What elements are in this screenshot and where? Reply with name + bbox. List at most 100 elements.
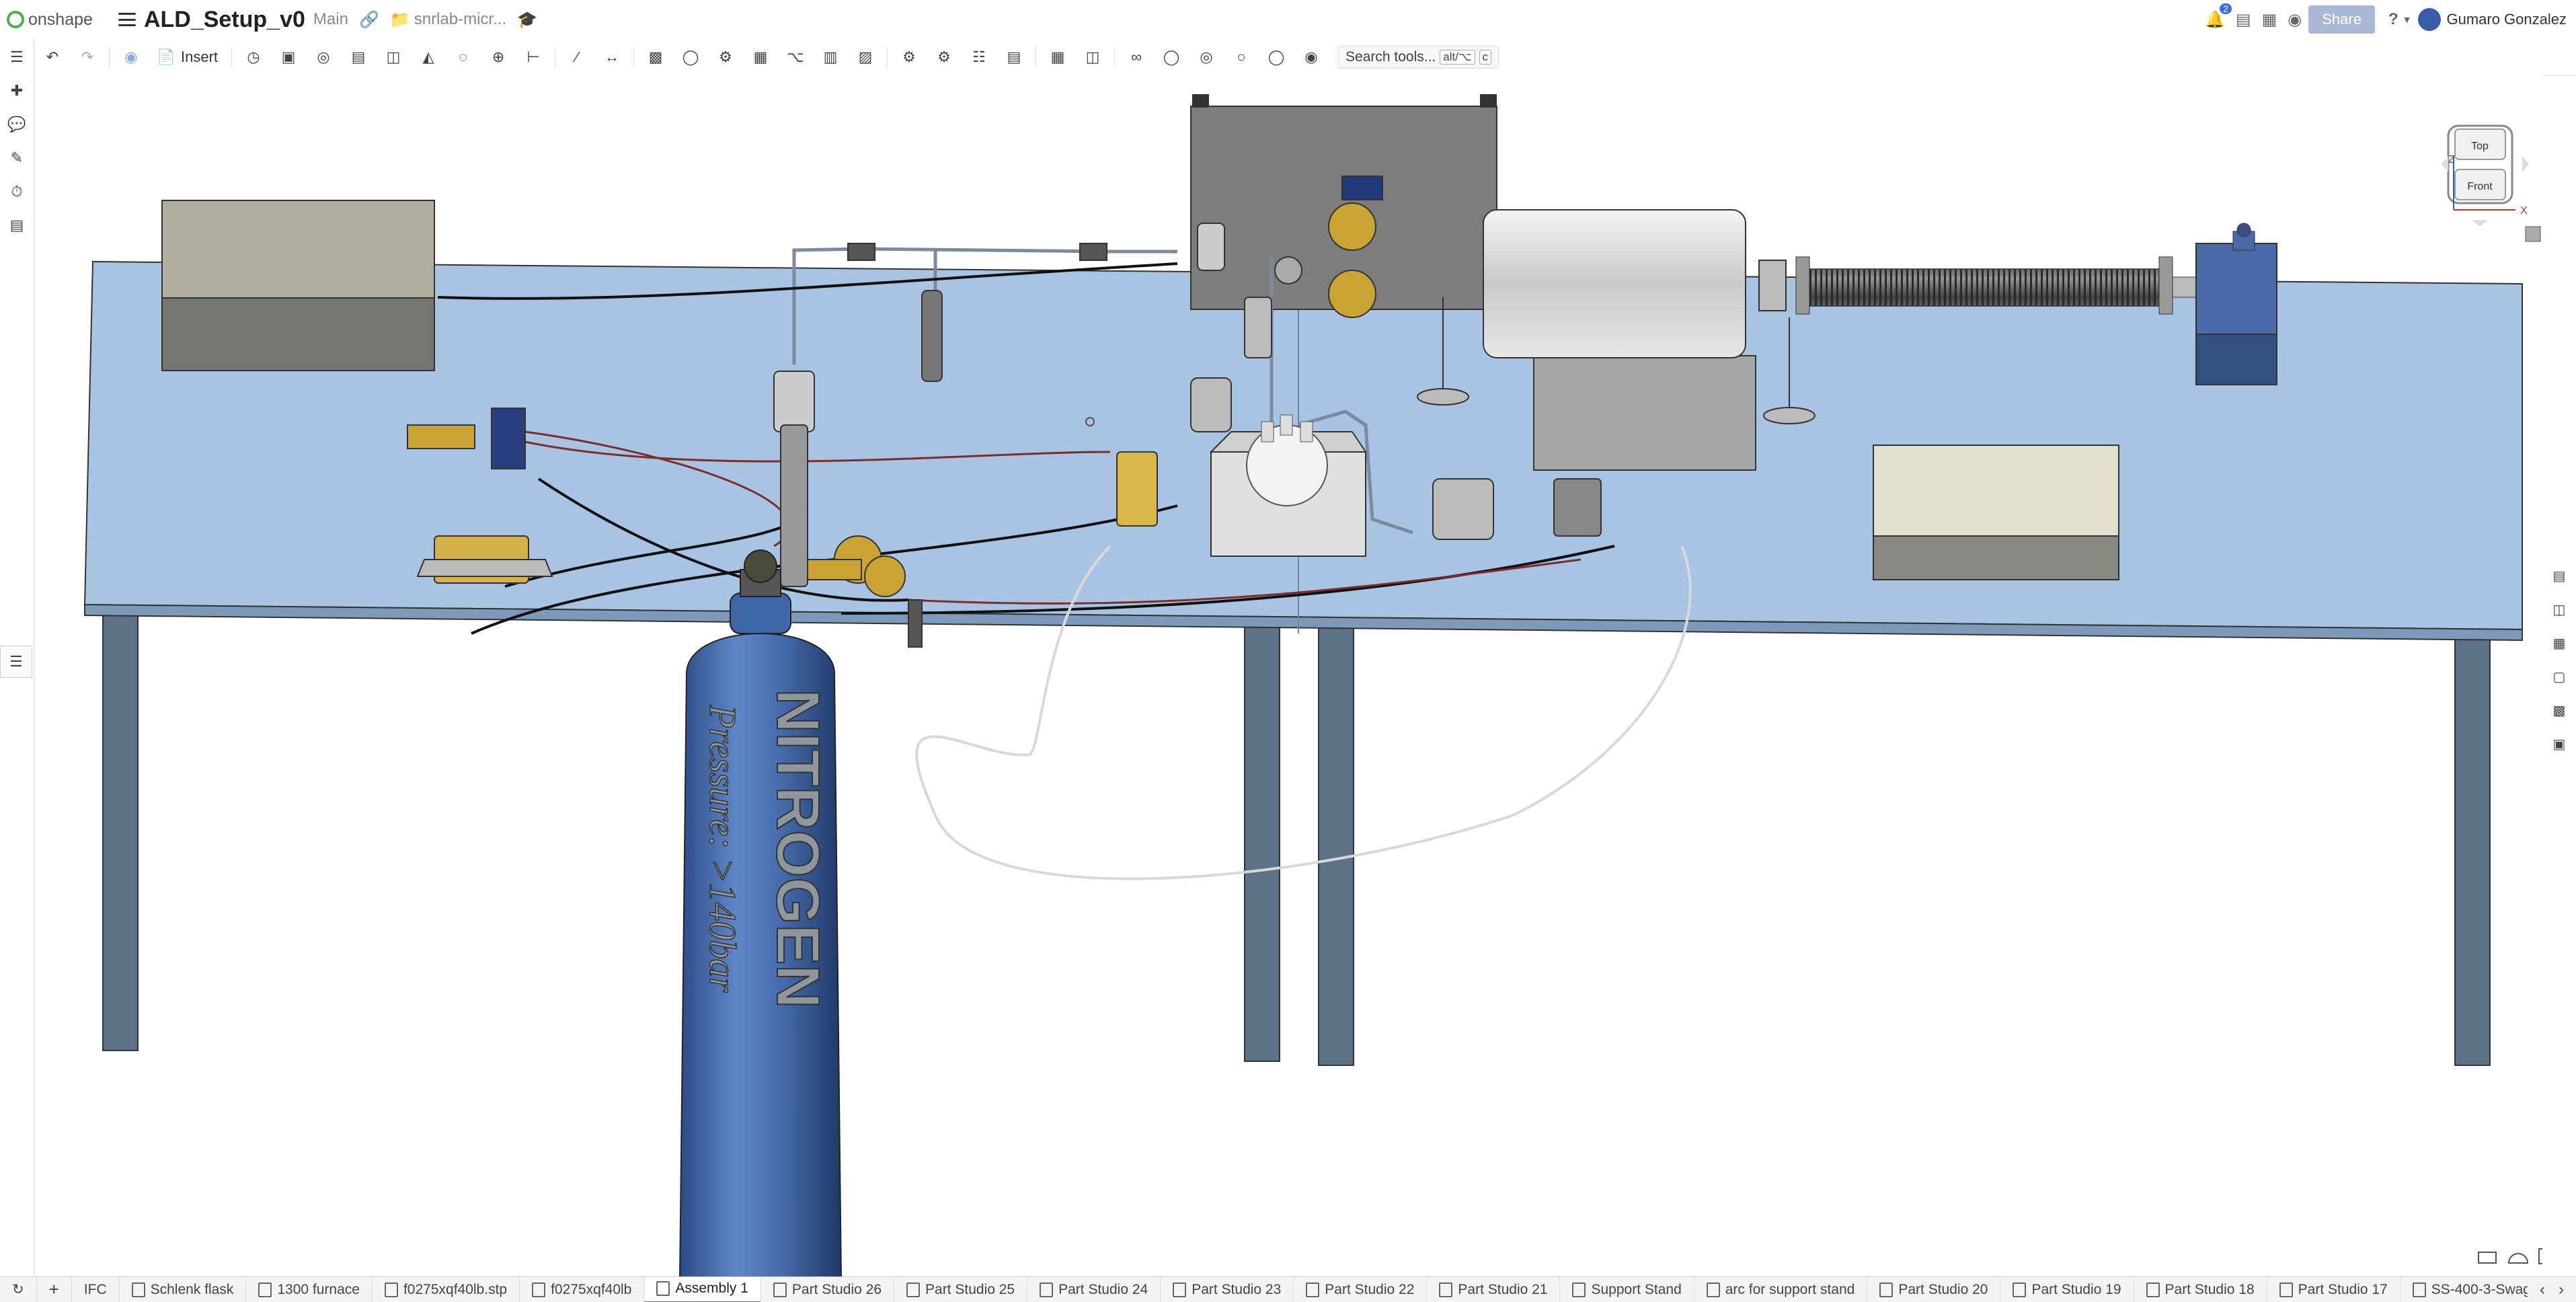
tab-f0275xqf40lb[interactable]: f0275xqf40lb bbox=[520, 1277, 645, 1302]
mass-properties-icon[interactable]: ◫ bbox=[1085, 48, 1100, 65]
relation-icon[interactable]: ◯ bbox=[682, 48, 699, 65]
rotate-down-icon[interactable] bbox=[2472, 220, 2488, 227]
mate-connector-icon[interactable]: ◷ bbox=[247, 48, 260, 65]
graphics-viewport[interactable]: NITROGEN Pressure: >140bar Top Front Z X bbox=[34, 75, 2553, 1280]
expand-panel-icon[interactable]: ☰ bbox=[0, 646, 32, 678]
fillet-icon[interactable]: ◯ bbox=[1163, 48, 1180, 65]
tab-part-studio-24[interactable]: Part Studio 24 bbox=[1027, 1277, 1161, 1302]
avatar[interactable] bbox=[2418, 8, 2442, 31]
feature-list-icon[interactable]: ☰ bbox=[10, 48, 24, 65]
history-icon[interactable]: ⏱ bbox=[11, 183, 23, 200]
branch-label[interactable]: Main bbox=[313, 10, 348, 28]
render-icon[interactable]: ◉ bbox=[124, 48, 138, 65]
view-cube[interactable]: Top Front Z X bbox=[2442, 124, 2541, 242]
pressure-regulator[interactable] bbox=[807, 535, 923, 648]
tab-ifc[interactable]: IFC bbox=[72, 1277, 120, 1302]
tab-part-studio-19[interactable]: Part Studio 19 bbox=[2000, 1277, 2134, 1302]
routing-icon[interactable]: ∞ bbox=[1131, 48, 1142, 65]
wrap-icon[interactable]: ◎ bbox=[1200, 48, 1213, 65]
search-tools-input[interactable]: Search tools... alt/⌥ c bbox=[1338, 46, 1499, 69]
tab-assembly-1[interactable]: Assembly 1 bbox=[644, 1277, 761, 1302]
redo-icon[interactable]: ↷ bbox=[81, 48, 94, 65]
linear-relation-icon[interactable]: ▥ bbox=[823, 48, 838, 65]
gear-relation-icon[interactable]: ⚙ bbox=[719, 48, 732, 65]
document-title[interactable]: ALD_Setup_v0 bbox=[143, 6, 305, 32]
bellows-tube[interactable] bbox=[1758, 256, 2207, 315]
explode-icon[interactable]: ☷ bbox=[972, 48, 986, 65]
power-supply-box[interactable] bbox=[1873, 445, 2119, 580]
version-icon[interactable]: ↻ bbox=[0, 1277, 37, 1302]
electronics[interactable] bbox=[407, 408, 553, 584]
edit-icon[interactable]: ✎ bbox=[10, 149, 24, 166]
cylindrical-mate-icon[interactable]: ◭ bbox=[422, 48, 434, 65]
folder-label[interactable]: snrlab-micr... bbox=[414, 10, 507, 28]
tab-support-stand[interactable]: Support Stand bbox=[1560, 1277, 1694, 1302]
tab-arc-for-support-stand[interactable]: arc for support stand bbox=[1694, 1277, 1868, 1302]
nitrogen-cylinder[interactable]: NITROGEN Pressure: >140bar bbox=[678, 549, 843, 1280]
chevron-right-icon[interactable]: › bbox=[2559, 1280, 2564, 1299]
width-mate-icon[interactable]: ↔ bbox=[604, 48, 620, 65]
tab-part-studio-21[interactable]: Part Studio 21 bbox=[1427, 1277, 1561, 1302]
parallel-mate-icon[interactable]: ⊢ bbox=[526, 48, 540, 65]
screw-relation-icon[interactable]: ⌥ bbox=[787, 48, 804, 65]
assembly-scene[interactable]: NITROGEN Pressure: >140bar Top Front Z X bbox=[34, 75, 2553, 1280]
bom-icon[interactable]: ▤ bbox=[9, 217, 24, 233]
tab-schlenk-flask[interactable]: Schlenk flask bbox=[120, 1277, 247, 1302]
tab-f0275xqf40lb-stp[interactable]: f0275xqf40lb.stp bbox=[373, 1277, 520, 1302]
appearance-icon[interactable]: ◫ bbox=[2552, 603, 2566, 617]
rotate-left-icon[interactable] bbox=[2442, 156, 2448, 172]
viewport-bottom-icons[interactable] bbox=[2478, 1248, 2553, 1264]
tab-part-studio-25[interactable]: Part Studio 25 bbox=[894, 1277, 1028, 1302]
app-store-icon[interactable]: ▦ bbox=[2261, 10, 2277, 29]
variables-icon[interactable]: ▣ bbox=[2552, 737, 2566, 752]
stress-icon[interactable]: ◯ bbox=[1267, 48, 1285, 65]
schlenk-flask-holder[interactable] bbox=[1209, 414, 1367, 557]
tab-1300-furnace[interactable]: 1300 furnace bbox=[246, 1277, 373, 1302]
add-tab-button[interactable]: + bbox=[37, 1277, 72, 1302]
learning-icon[interactable]: ◉ bbox=[2288, 10, 2302, 29]
parts-icon[interactable]: ▢ bbox=[2552, 670, 2566, 685]
insert-icon[interactable]: 📄 bbox=[157, 48, 175, 65]
measure-icon[interactable]: ▦ bbox=[1050, 48, 1065, 65]
undo-icon[interactable]: ↶ bbox=[46, 48, 59, 65]
menu-icon[interactable] bbox=[118, 13, 136, 26]
comments-icon[interactable]: 💬 bbox=[7, 116, 26, 132]
tab-ss-400-3-swag[interactable]: SS-400-3-Swag bbox=[2401, 1277, 2544, 1302]
rack-pinion-icon[interactable]: ▦ bbox=[753, 48, 768, 65]
properties-icon[interactable]: ▤ bbox=[2552, 569, 2566, 584]
probe-icon[interactable]: ◉ bbox=[1304, 48, 1318, 65]
add-mate-icon[interactable]: ✚ bbox=[10, 82, 24, 99]
slider-mate-icon[interactable]: ▤ bbox=[351, 48, 366, 65]
insert-button[interactable]: Insert bbox=[181, 48, 219, 65]
tab-part-studio-20[interactable]: Part Studio 20 bbox=[1867, 1277, 2001, 1302]
vacuum-pump[interactable] bbox=[2195, 223, 2277, 385]
group-icon[interactable]: ▩ bbox=[648, 48, 663, 65]
tab-part-studio-17[interactable]: Part Studio 17 bbox=[2267, 1277, 2401, 1302]
section-view-icon[interactable]: ▤ bbox=[1007, 48, 1021, 65]
tangent-mate-icon[interactable]: ∕ bbox=[576, 48, 578, 65]
planar-mate-icon[interactable]: ◫ bbox=[386, 48, 401, 65]
tab-part-studio-23[interactable]: Part Studio 23 bbox=[1161, 1277, 1294, 1302]
user-name[interactable]: Gumaro Gonzalez bbox=[2446, 11, 2567, 28]
valves-and-fittings[interactable] bbox=[773, 176, 1602, 587]
view-cube-top[interactable]: Top bbox=[2471, 141, 2489, 152]
tab-part-studio-18[interactable]: Part Studio 18 bbox=[2134, 1277, 2267, 1302]
replicate-icon[interactable]: ▨ bbox=[858, 48, 873, 65]
rotate-right-icon[interactable] bbox=[2522, 156, 2529, 172]
fastened-mate-icon[interactable]: ▣ bbox=[281, 48, 296, 65]
curve-icon[interactable]: ○ bbox=[1237, 48, 1246, 65]
view-cube-front[interactable]: Front bbox=[2467, 181, 2493, 192]
ball-mate-icon[interactable]: ⊕ bbox=[492, 48, 505, 65]
configurations-icon[interactable]: ▦ bbox=[2552, 636, 2566, 651]
controller-box[interactable] bbox=[161, 200, 435, 371]
folder-icon[interactable]: 📁 bbox=[389, 10, 410, 29]
gear-icon[interactable]: ⚙ bbox=[937, 48, 951, 65]
tube-furnace[interactable] bbox=[1483, 209, 1756, 471]
notifications-icon[interactable]: 🔔 2 bbox=[2205, 3, 2232, 30]
revolute-mate-icon[interactable]: ◎ bbox=[317, 48, 330, 65]
insert-panel-icon[interactable]: ▩ bbox=[2552, 703, 2566, 718]
tab-part-studio-26[interactable]: Part Studio 26 bbox=[761, 1277, 895, 1302]
education-icon[interactable]: 🎓 bbox=[517, 10, 537, 29]
tab-part-studio-22[interactable]: Part Studio 22 bbox=[1294, 1277, 1428, 1302]
pin-slot-mate-icon[interactable]: ◌ bbox=[459, 48, 468, 65]
